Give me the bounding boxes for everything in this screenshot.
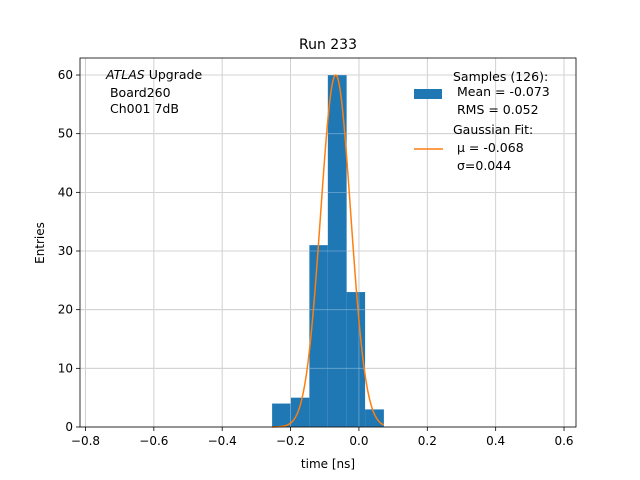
atlas-label: ATLAS — [105, 67, 145, 82]
histogram-bar — [346, 292, 366, 427]
x-tick-label: 0.0 — [349, 434, 368, 448]
x-tick-label: −0.6 — [139, 434, 168, 448]
upgrade-label: Upgrade — [145, 67, 203, 82]
gaussian-fit-line — [272, 74, 385, 428]
axes-frame — [79, 57, 577, 428]
histogram-bar — [365, 409, 384, 427]
y-tick-label: 50 — [58, 127, 73, 141]
legend-samples-line3: RMS = 0.052 — [453, 102, 539, 117]
ticks: −0.8 −0.6 −0.4 −0.2 0.0 0.2 0.4 0.6 0 10 20 30 40 50 6… — [58, 68, 574, 448]
y-tick-label: 30 — [58, 244, 73, 258]
y-tick-label: 20 — [58, 303, 73, 317]
x-tick-label: −0.2 — [276, 434, 305, 448]
y-tick-label: 10 — [58, 361, 73, 375]
legend-samples-line1: Samples (126): — [453, 69, 548, 84]
legend: Samples (126): Mean = -0.073 RMS = 0.052… — [414, 69, 550, 173]
legend-samples-swatch — [414, 89, 442, 99]
histogram-bar — [327, 75, 347, 427]
chart-title: Run 233 — [299, 37, 357, 53]
legend-fit-line1: Gaussian Fit: — [453, 122, 533, 137]
legend-fit-line2: μ = -0.068 — [453, 140, 524, 155]
legend-fit-line3: σ=0.044 — [453, 158, 511, 173]
annotation-line1: ATLAS Upgrade — [105, 67, 202, 82]
annotation-line2: Board260 — [106, 85, 171, 100]
x-tick-label: −0.4 — [208, 434, 237, 448]
x-tick-label: 0.4 — [486, 434, 505, 448]
bars — [272, 75, 384, 427]
annotation-line3: Ch001 7dB — [106, 101, 179, 116]
x-axis-label: time [ns] — [301, 457, 355, 471]
legend-samples-line2: Mean = -0.073 — [453, 84, 550, 99]
histogram-bar — [272, 403, 291, 427]
histogram-bar — [309, 245, 328, 427]
x-tick-label: 0.6 — [554, 434, 573, 448]
y-axis-label: Entries — [33, 222, 47, 264]
y-tick-label: 60 — [58, 68, 73, 82]
x-tick-label: 0.2 — [418, 434, 437, 448]
histogram-bar — [290, 397, 310, 427]
y-tick-label: 40 — [58, 185, 73, 199]
x-tick-label: −0.8 — [71, 434, 100, 448]
y-tick-label: 0 — [65, 420, 73, 434]
